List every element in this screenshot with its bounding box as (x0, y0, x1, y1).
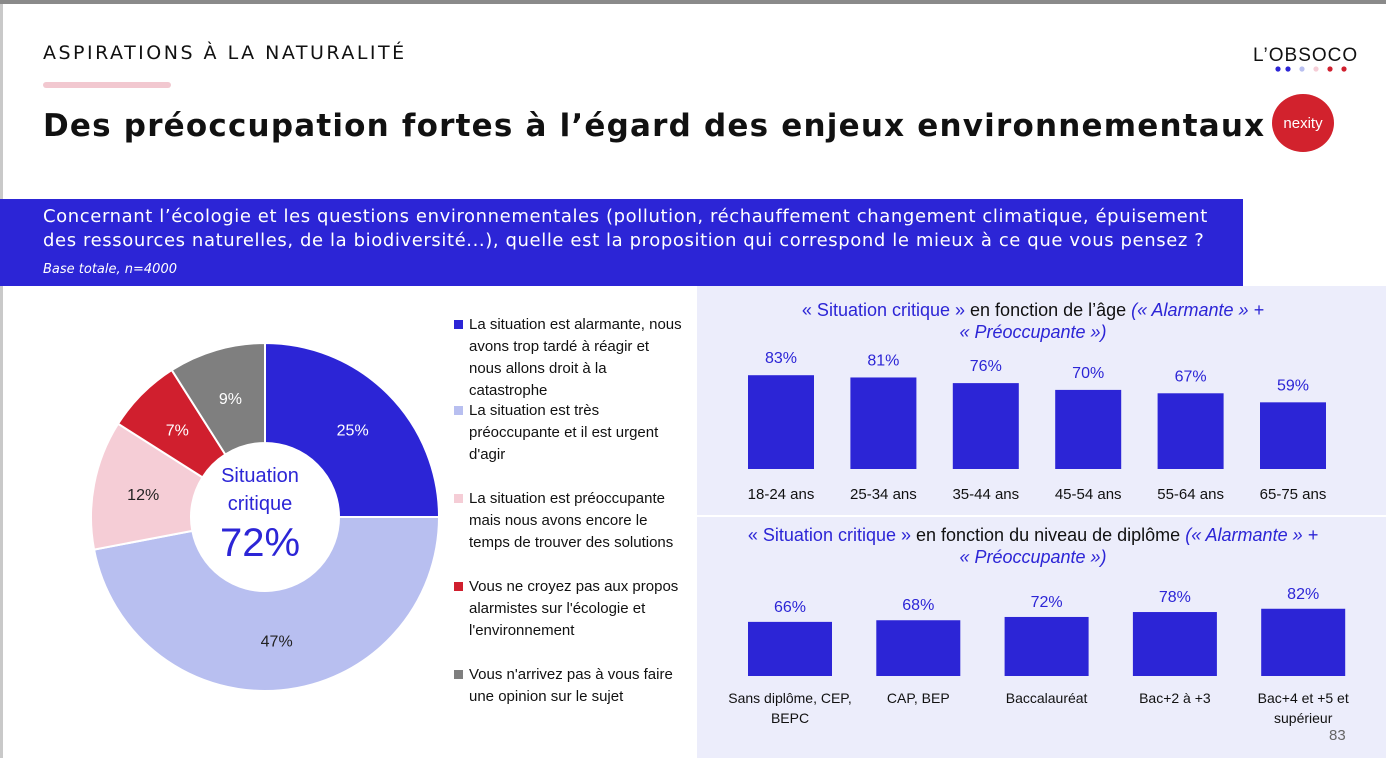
diploma-bar (1132, 612, 1217, 676)
diploma-category-label: Bac+4 et +5 et supérieur (1258, 690, 1349, 726)
diploma-bar-value: 68% (902, 597, 934, 614)
age-bar (1260, 402, 1326, 469)
nexity-logo-text: nexity (1283, 114, 1323, 132)
bar-chart-title-note: « Préoccupante ») (959, 547, 1106, 567)
donut-chart: 25% 47% 12% 7% 9% Situation critique 72% (90, 341, 441, 692)
donut-center-label: Situation (221, 465, 299, 487)
legend-swatch (454, 582, 463, 591)
page-title: Des préoccupation fortes à l’égard des e… (43, 108, 1266, 144)
donut-value-label: 12% (127, 487, 159, 504)
age-bar-chart: « Situation critique » en fonction de l’… (748, 300, 1327, 503)
legend-swatch (454, 406, 463, 415)
age-bar-value: 70% (1072, 365, 1104, 382)
legend-swatch (454, 670, 463, 679)
age-bar-value: 81% (867, 352, 899, 369)
question-text: Concernant l’écologie et les questions e… (43, 206, 1208, 251)
legend-label: Vous n'arrivez pas à vous faire une opin… (469, 666, 673, 705)
donut-slice (170, 341, 266, 456)
age-category-label: 25-34 ans (850, 486, 917, 503)
donut-center-value: 72% (220, 521, 300, 565)
legend-label: La situation est alarmante, nous avons t… (469, 316, 682, 399)
diploma-bar (1261, 608, 1346, 676)
age-category-label: 45-54 ans (1055, 486, 1122, 503)
top-border (0, 0, 1386, 4)
diploma-category-label: Bac+2 à +3 (1139, 690, 1211, 706)
donut-value-label: 47% (261, 633, 293, 650)
diploma-bar (876, 620, 961, 676)
question-base: Base totale, n=4000 (43, 262, 177, 277)
age-category-label: 65-75 ans (1260, 486, 1327, 503)
obsoco-logo-text: L’OBSOCO (1253, 45, 1358, 66)
legend-label: La situation est préoccupante mais nous … (469, 490, 674, 551)
bar-chart-title-note: « Préoccupante ») (959, 322, 1106, 342)
age-bar-value: 83% (765, 350, 797, 367)
left-border (0, 4, 3, 758)
page-number: 83 (1329, 727, 1346, 744)
diploma-category-label: Sans diplôme, CEP, BEPC (728, 690, 851, 726)
question-banner: Concernant l’écologie et les questions e… (0, 199, 1243, 286)
obsoco-logo: L’OBSOCO (1253, 45, 1358, 72)
diploma-bar-value: 82% (1287, 586, 1319, 603)
diploma-bar (748, 621, 832, 676)
section-title: ASPIRATIONS À LA NATURALITÉ (43, 42, 407, 64)
legend-swatch (454, 320, 463, 329)
legend-label: La situation est très préoccupante et il… (469, 402, 659, 463)
diploma-bar (1004, 616, 1089, 676)
legend-swatch (454, 494, 463, 503)
bar-chart-title: « Situation critique » en fonction de l’… (802, 300, 1264, 320)
diploma-bar-value: 78% (1159, 589, 1191, 606)
age-bar (952, 383, 1019, 469)
age-bar (1157, 393, 1224, 469)
age-bar (850, 377, 917, 469)
bar-chart-title: « Situation critique » en fonction du ni… (748, 525, 1318, 545)
panel-separator (697, 515, 1386, 517)
nexity-logo: nexity (1272, 94, 1334, 152)
donut-slice (264, 341, 441, 518)
diploma-bar-value: 72% (1031, 594, 1063, 611)
legend-label: Vous ne croyez pas aux propos alarmistes… (469, 578, 679, 639)
age-category-label: 35-44 ans (952, 486, 1019, 503)
donut-value-label: 25% (337, 422, 369, 439)
age-bar (1055, 389, 1122, 469)
age-bar-value: 67% (1175, 368, 1207, 385)
donut-slice (92, 516, 441, 692)
right-panel (697, 286, 1386, 758)
age-bar-value: 59% (1277, 377, 1309, 394)
donut-value-label: 9% (219, 391, 242, 408)
diploma-bar-chart: « Situation critique » en fonction du ni… (728, 525, 1349, 726)
age-category-label: 55-64 ans (1157, 486, 1224, 503)
section-underline (43, 82, 171, 88)
diploma-category-label: CAP, BEP (887, 690, 950, 706)
age-bar (748, 375, 814, 469)
diploma-category-label: Baccalauréat (1006, 690, 1088, 706)
donut-center-label: critique (228, 493, 292, 515)
diploma-bar-value: 66% (774, 599, 806, 616)
age-category-label: 18-24 ans (748, 486, 815, 503)
age-bar-value: 76% (970, 358, 1002, 375)
donut-value-label: 7% (166, 422, 189, 439)
